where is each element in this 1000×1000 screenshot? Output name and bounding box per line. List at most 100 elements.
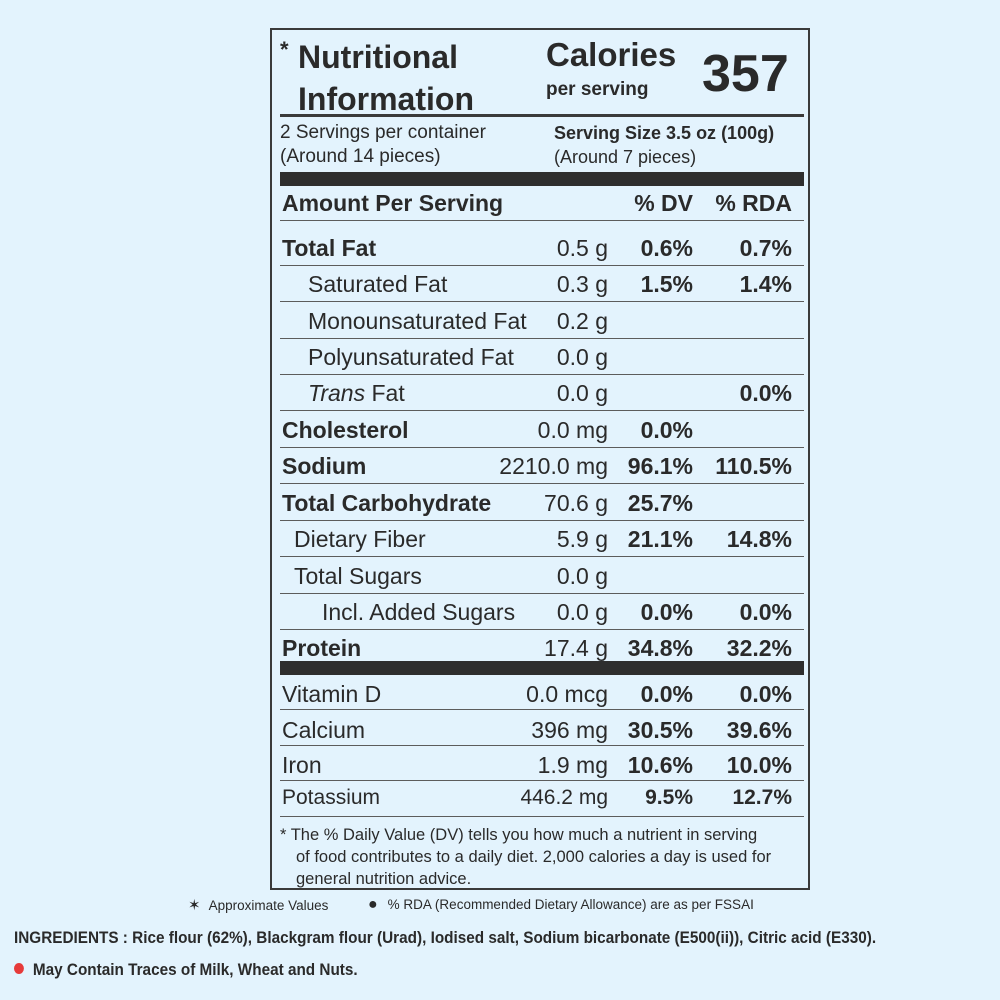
nutrient-dv: 21.1%: [627, 526, 693, 552]
approx-star-icon: ✶: [188, 897, 201, 914]
daily-value-footnote: * The % Daily Value (DV) tells you how m…: [280, 824, 810, 890]
title-line-1: Nutritional: [298, 39, 458, 75]
nutrient-amount: 2210.0 mg: [499, 453, 608, 479]
servings-count: 2 Servings per container: [280, 122, 486, 143]
approx-legend: ✶ Approximate Values: [188, 896, 328, 914]
nutrient-dv: 0.0%: [640, 599, 693, 625]
vitamin-name: Iron: [282, 752, 322, 778]
row-divider: [280, 709, 804, 710]
nutrient-rda: 0.0%: [739, 380, 792, 406]
nutrient-row: Monounsaturated Fat 0.2 g: [272, 302, 808, 338]
vitamin-row: Potassium 446.2 mg 9.5% 12.7%: [272, 780, 808, 816]
nutrient-rda: 1.4%: [739, 271, 792, 297]
row-divider: [280, 780, 804, 781]
vitamin-dv: 30.5%: [627, 717, 693, 743]
nutrient-amount: 0.0 g: [556, 344, 608, 370]
approx-text: Approximate Values: [208, 898, 329, 913]
nutrient-name: Dietary Fiber: [294, 526, 426, 552]
rda-dot-icon: ●: [368, 896, 378, 913]
nutrient-amount: 0.3 g: [556, 271, 608, 297]
vitamin-rda: 0.0%: [739, 681, 792, 707]
row-divider: [280, 520, 804, 521]
row-divider: [280, 410, 804, 411]
vitamin-dv: 10.6%: [627, 752, 693, 778]
header-dv: % DV: [634, 190, 693, 216]
vitamin-amount: 396 mg: [531, 717, 608, 743]
nutrient-dv: 25.7%: [627, 490, 693, 516]
nutrient-row: Total Carbohydrate 70.6 g 25.7%: [272, 484, 808, 520]
nutrient-amount: 17.4 g: [544, 635, 608, 661]
nutrient-amount: 0.0 g: [556, 563, 608, 589]
nutrient-row: Total Fat 0.5 g 0.6% 0.7%: [272, 229, 808, 265]
vitamin-dv: 9.5%: [645, 786, 693, 809]
servings-count-note: (Around 14 pieces): [280, 146, 441, 167]
rda-note-text: % RDA (Recommended Dietary Allowance) ar…: [387, 897, 754, 912]
serving-size: Serving Size 3.5 oz (100g): [554, 123, 775, 143]
calories-label: Calories: [546, 36, 677, 73]
nutrient-amount: 70.6 g: [544, 490, 608, 516]
row-divider: [280, 556, 804, 557]
ingredients-text: INGREDIENTS : Rice flour (62%), Blackgra…: [14, 928, 877, 947]
nutrient-row: Sodium 2210.0 mg 96.1% 110.5%: [272, 447, 808, 483]
calories-value: 357: [702, 45, 789, 103]
nutrient-dv: 0.6%: [640, 235, 693, 261]
thick-divider: [280, 661, 804, 675]
footnote-line-1: * The % Daily Value (DV) tells you how m…: [280, 826, 758, 844]
row-divider: [280, 745, 804, 746]
row-divider: [280, 483, 804, 484]
footnote-line-2: of food contributes to a daily diet. 2,0…: [296, 848, 772, 866]
rda-legend: ● % RDA (Recommended Dietary Allowance) a…: [368, 896, 754, 914]
allergen-text: May Contain Traces of Milk, Wheat and Nu…: [32, 960, 358, 979]
nutrient-row: Polyunsaturated Fat 0.0 g: [272, 338, 808, 374]
vitamin-row: Calcium 396 mg 30.5% 39.6%: [272, 711, 808, 747]
nutrient-row: Cholesterol 0.0 mg 0.0%: [272, 411, 808, 447]
table-header: Amount Per Serving % DV % RDA: [272, 184, 808, 220]
vitamin-name: Vitamin D: [282, 681, 382, 707]
nutrient-row: Incl. Added Sugars 0.0 g 0.0% 0.0%: [272, 593, 808, 629]
allergen-warning: May Contain Traces of Milk, Wheat and Nu…: [14, 960, 358, 980]
vitamin-rda: 10.0%: [726, 752, 792, 778]
nutrient-amount: 0.0 mg: [537, 417, 608, 443]
nutrient-name-rest: Fat: [365, 380, 405, 406]
row-divider: [280, 301, 804, 302]
nutrient-name: Polyunsaturated Fat: [308, 344, 514, 370]
nutrient-row: Protein 17.4 g 34.8% 32.2%: [272, 629, 808, 665]
vitamin-row: Vitamin D 0.0 mcg 0.0% 0.0%: [272, 675, 808, 711]
nutrient-name: Total Carbohydrate: [282, 490, 492, 516]
nutrient-amount: 0.0 g: [556, 380, 608, 406]
nutrient-amount: 0.2 g: [556, 308, 608, 334]
nutrient-amount: 5.9 g: [556, 526, 608, 552]
star-icon: *: [280, 37, 289, 62]
serving-size-note: (Around 7 pieces): [554, 147, 697, 167]
nutrient-dv: 34.8%: [627, 635, 693, 661]
nutrient-name: Sodium: [282, 453, 367, 479]
nutrient-dv: 96.1%: [627, 453, 693, 479]
header-amount: Amount Per Serving: [282, 190, 504, 216]
vitamin-dv: 0.0%: [640, 681, 693, 707]
vitamin-amount: 0.0 mcg: [526, 681, 608, 707]
header-rda: % RDA: [715, 190, 792, 216]
vitamin-rda: 12.7%: [732, 786, 792, 809]
divider: [280, 114, 804, 117]
nutrient-row: Dietary Fiber 5.9 g 21.1% 14.8%: [272, 520, 808, 556]
thick-divider: [280, 172, 804, 186]
row-divider: [280, 593, 804, 594]
nutrient-name: Trans Fat: [308, 380, 405, 407]
nutrient-rda: 110.5%: [715, 453, 792, 479]
vitamin-rda: 39.6%: [726, 717, 792, 743]
nutrient-name: Cholesterol: [282, 417, 409, 443]
vitamin-amount: 446.2 mg: [520, 786, 608, 809]
row-divider: [280, 374, 804, 375]
row-divider: [280, 447, 804, 448]
nutrient-name: Protein: [282, 635, 362, 661]
nutrient-name: Total Sugars: [294, 563, 422, 589]
allergen-dot-icon: [14, 963, 24, 974]
nutrient-rda: 14.8%: [726, 526, 792, 552]
nutrient-name-italic: Trans: [308, 380, 366, 406]
nutrient-amount: 0.0 g: [556, 599, 608, 625]
calories-sub: per serving: [546, 79, 649, 100]
nutrient-name: Saturated Fat: [308, 271, 448, 297]
label-title: Nutritional Information: [298, 36, 474, 120]
vitamin-amount: 1.9 mg: [537, 752, 608, 778]
nutrient-dv: 0.0%: [640, 417, 693, 443]
